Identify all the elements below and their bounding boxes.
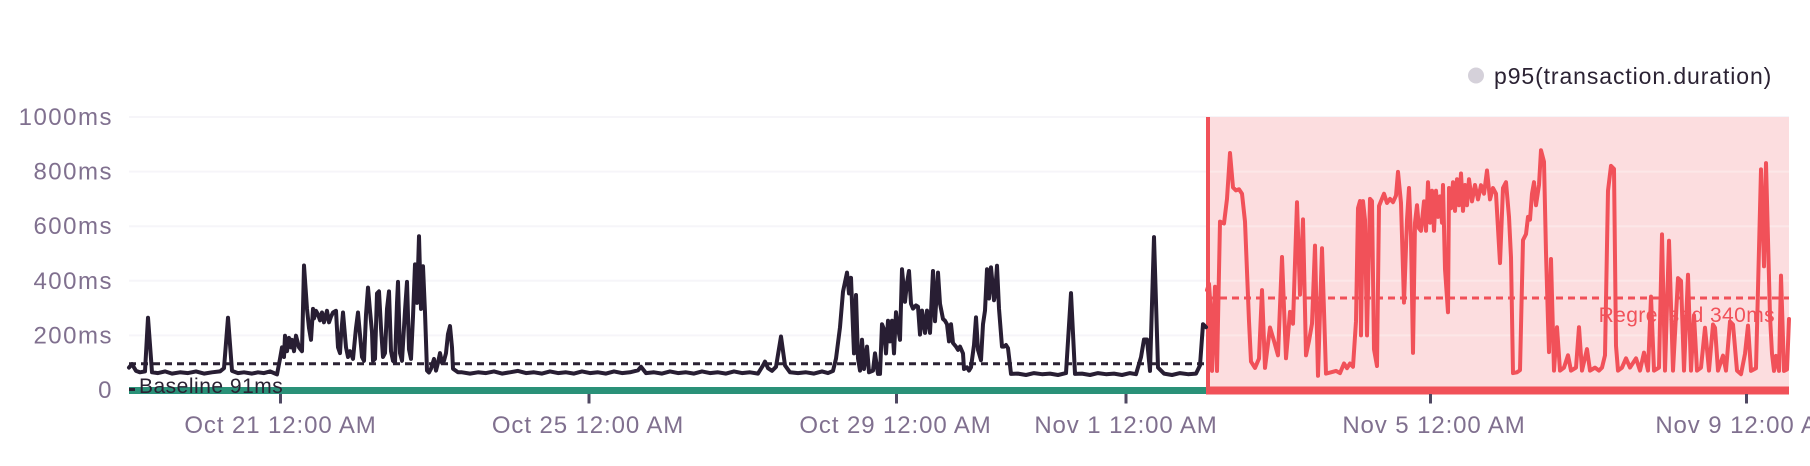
svg-text:p95(transaction.duration): p95(transaction.duration) bbox=[1494, 63, 1772, 89]
svg-text:Nov 9 12:00 AM: Nov 9 12:00 AM bbox=[1655, 412, 1810, 439]
svg-text:0: 0 bbox=[98, 377, 113, 404]
svg-text:1000ms: 1000ms bbox=[19, 104, 113, 131]
svg-text:800ms: 800ms bbox=[33, 159, 113, 186]
svg-text:Oct 25 12:00 AM: Oct 25 12:00 AM bbox=[492, 412, 684, 439]
svg-text:Baseline 91ms: Baseline 91ms bbox=[139, 375, 283, 398]
svg-text:Nov 5 12:00 AM: Nov 5 12:00 AM bbox=[1342, 412, 1525, 439]
svg-text:Oct 29 12:00 AM: Oct 29 12:00 AM bbox=[799, 412, 991, 439]
svg-text:600ms: 600ms bbox=[33, 213, 113, 240]
svg-text:Nov 1 12:00 AM: Nov 1 12:00 AM bbox=[1034, 412, 1217, 439]
svg-text:200ms: 200ms bbox=[33, 322, 113, 349]
svg-text:400ms: 400ms bbox=[33, 268, 113, 295]
svg-text:Regressed 340ms: Regressed 340ms bbox=[1599, 304, 1775, 327]
svg-text:Oct 21 12:00 AM: Oct 21 12:00 AM bbox=[184, 412, 376, 439]
